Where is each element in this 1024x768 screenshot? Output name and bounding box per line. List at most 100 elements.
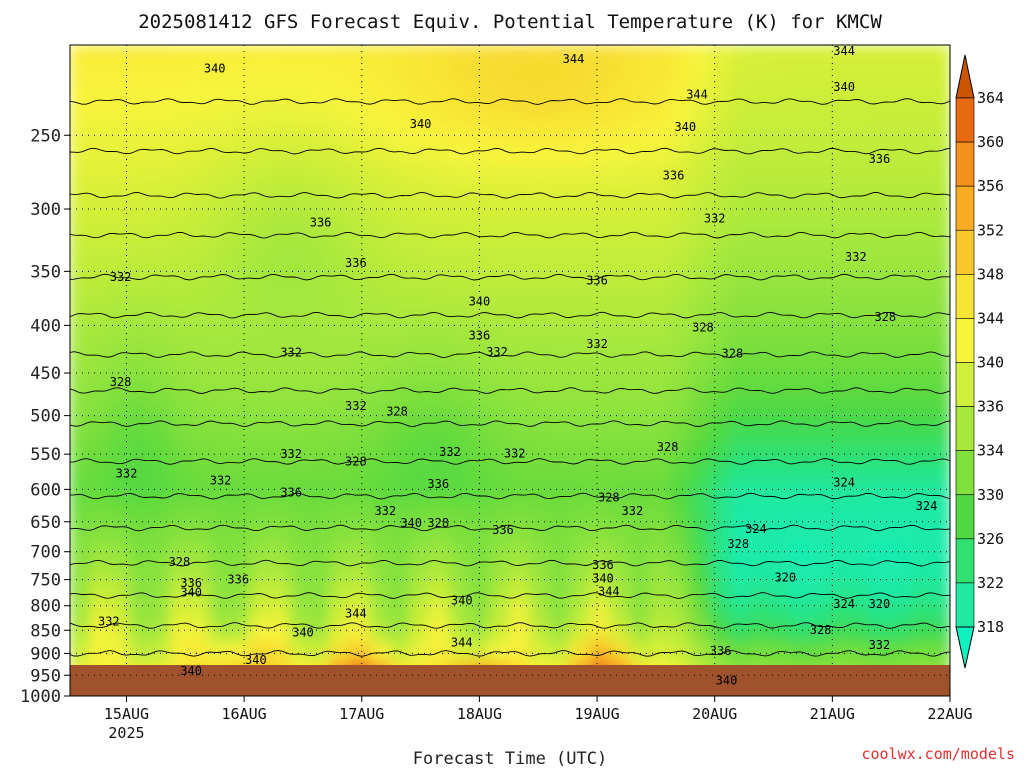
colorbar-segment — [955, 582, 975, 628]
contour-label: 328 — [598, 490, 620, 504]
colorbar-segment — [955, 494, 975, 540]
contour-label: 336 — [869, 152, 891, 166]
colorbar-segment — [955, 318, 975, 363]
y-tick-label: 450 — [30, 364, 61, 384]
colorbar-segment — [955, 362, 975, 407]
colorbar-tick-label: 340 — [977, 354, 1004, 372]
contour-line — [70, 524, 950, 532]
chart-title: 2025081412 GFS Forecast Equiv. Potential… — [138, 11, 882, 33]
contour-label: 340 — [400, 516, 422, 530]
x-tick-label: 16AUG — [222, 705, 267, 723]
contour-line — [70, 559, 950, 567]
contour-label: 336 — [492, 523, 514, 537]
x-tick-label: 15AUG — [104, 705, 149, 723]
theta-e-field — [70, 45, 950, 665]
contour-label: 328 — [727, 537, 749, 551]
contour-label: 320 — [869, 597, 891, 611]
contour-line — [70, 147, 950, 155]
contour-label: 336 — [469, 328, 491, 342]
contour-label: 336 — [427, 477, 449, 491]
y-axis: 250 300 350 400 450 500 550 600 650 700 750 800 850 9… — [20, 126, 70, 707]
y-tick-label: 600 — [30, 480, 61, 500]
contour-label: 332 — [374, 504, 396, 518]
contour-line — [70, 273, 950, 281]
colorbar-tick-label: 330 — [977, 486, 1004, 504]
colorbar-arrow-top — [955, 54, 975, 99]
contour-label: 336 — [663, 168, 685, 182]
colorbar-segment — [955, 97, 975, 143]
colorbar-segment — [955, 185, 975, 231]
colorbar-segment — [955, 274, 975, 319]
contour-label: 340 — [451, 594, 473, 608]
colorbar-segment — [955, 141, 975, 187]
x-tick-label: 20AUG — [692, 705, 737, 723]
colorbar-tick-label: 334 — [977, 442, 1004, 460]
ground-band — [70, 665, 950, 696]
x-tick-label: 21AUG — [810, 705, 855, 723]
contour-line — [70, 231, 950, 239]
contour-label: 336 — [180, 576, 202, 590]
contour-label: 332 — [280, 346, 302, 360]
contour-label: 340 — [833, 80, 855, 94]
contour-label: 328 — [169, 555, 191, 569]
contour-line — [70, 351, 950, 358]
contour-label: 328 — [427, 516, 449, 530]
contour-label: 332 — [486, 345, 508, 359]
contour-label: 332 — [210, 474, 232, 488]
contour-label: 328 — [110, 375, 132, 389]
y-tick-label: 250 — [30, 126, 61, 146]
contour-line — [70, 458, 950, 465]
contour-label: 340 — [204, 62, 226, 76]
y-tick-label: 400 — [30, 316, 61, 336]
y-tick-label: 750 — [30, 571, 61, 591]
colorbar-tick-label: 360 — [977, 133, 1004, 151]
contour-label: 336 — [586, 273, 608, 287]
y-tick-label: 850 — [30, 621, 61, 641]
contour-label: 344 — [345, 606, 367, 620]
y-tick-label: 700 — [30, 543, 61, 563]
colorbar-tick-label: 364 — [977, 89, 1004, 107]
x-tick-label: 17AUG — [339, 705, 384, 723]
credit-text: coolwx.com/models — [861, 745, 1015, 763]
contour-line — [70, 650, 950, 657]
colorbar-segment — [955, 450, 975, 496]
contour-label: 332 — [110, 270, 132, 284]
contour-label: 340 — [245, 653, 267, 667]
contour-label: 324 — [833, 476, 855, 490]
contour-label: 336 — [710, 644, 732, 658]
colorbar-segment — [955, 406, 975, 451]
colorbar-tick-label: 318 — [977, 618, 1004, 636]
contour-line — [70, 592, 950, 599]
contour-label: 332 — [280, 447, 302, 461]
colorbar-tick-label: 336 — [977, 398, 1004, 416]
contour-label: 328 — [810, 623, 832, 637]
contour-label: 344 — [451, 635, 473, 649]
contour-labels: 340 340 344 344 344 340 340 336 336 336 336 332 340 3… — [98, 44, 937, 687]
contour-label: 336 — [345, 256, 367, 270]
contour-label: 340 — [469, 294, 491, 308]
contour-label: 328 — [692, 320, 714, 334]
contour-lines — [70, 98, 950, 657]
contour-line — [70, 492, 950, 500]
contour-line — [70, 311, 950, 319]
contour-label: 332 — [345, 399, 367, 413]
contour-label: 336 — [227, 573, 249, 587]
contour-label: 336 — [310, 215, 332, 229]
y-tick-label: 900 — [30, 644, 61, 664]
y-tick-label: 350 — [30, 262, 61, 282]
contour-label: 324 — [916, 499, 938, 513]
y-tick-label: 800 — [30, 597, 61, 617]
contour-label: 332 — [845, 250, 867, 264]
colorbar-tick-label: 322 — [977, 574, 1004, 592]
contour-label: 328 — [657, 440, 679, 454]
contour-label: 336 — [592, 558, 614, 572]
contour-label: 340 — [674, 120, 696, 134]
colorbar-tick-label: 326 — [977, 530, 1004, 548]
x-axis: 15AUG 16AUG 17AUG 18AUG 19AUG 20AUG 21AUG 22AUG — [104, 696, 973, 723]
contour-label: 332 — [504, 446, 526, 460]
contour-label: 328 — [386, 405, 408, 419]
x-tick-label: 18AUG — [457, 705, 502, 723]
x-tick-label: 19AUG — [574, 705, 619, 723]
contour-label: 332 — [439, 445, 461, 459]
contour-label: 344 — [563, 52, 585, 66]
